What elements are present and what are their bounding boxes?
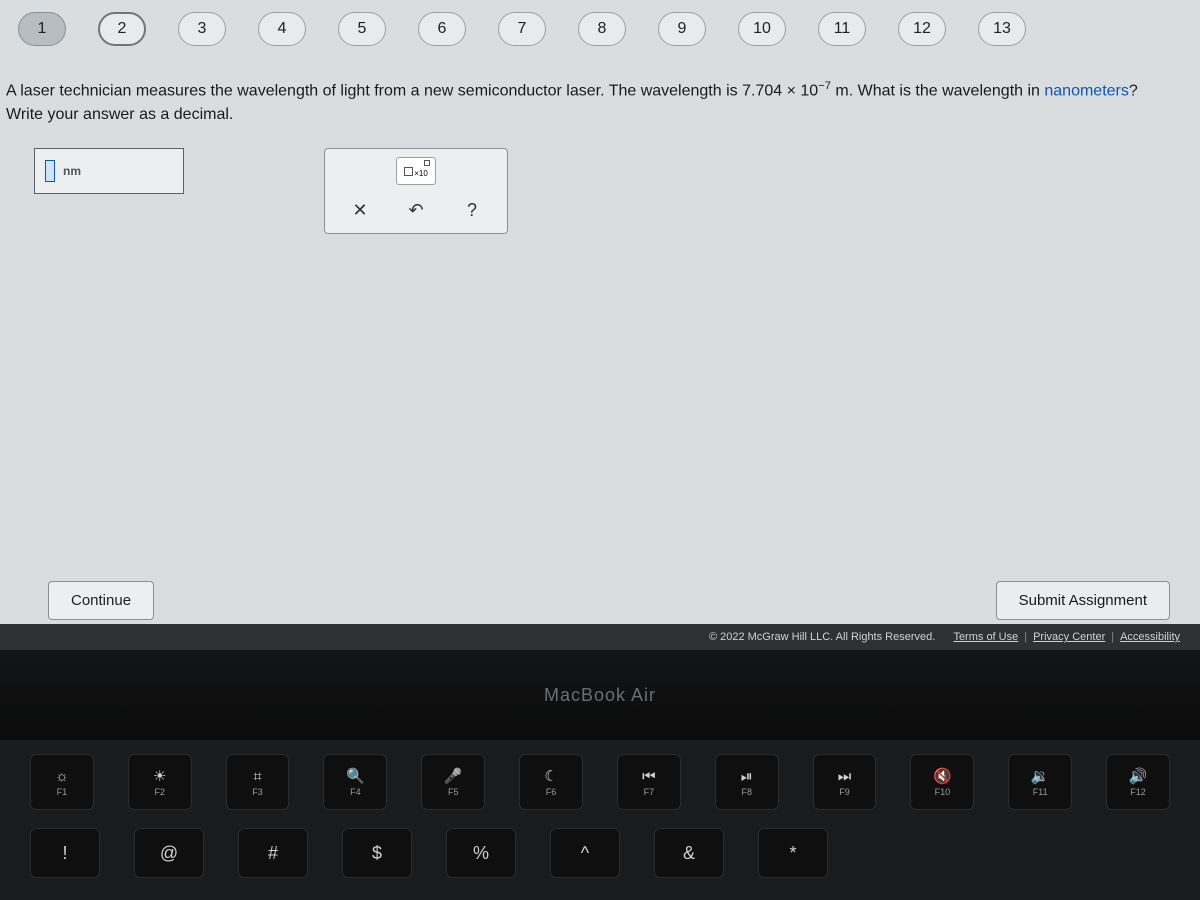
clear-button[interactable]: ✕ (343, 195, 377, 225)
page-pill-13[interactable]: 13 (978, 12, 1026, 46)
privacy-link[interactable]: Privacy Center (1033, 631, 1105, 643)
key-f5: 🎤 F5 (421, 754, 485, 810)
key-label: F5 (448, 787, 459, 797)
key-label: F3 (252, 787, 263, 797)
key-label: F7 (644, 787, 655, 797)
keyboard: ☼F1☀F2⌗F3🔍F4🎤F5☾F6⏮F7⏯F8⏭F9🔇F10🔉F11🔊F12 … (0, 740, 1200, 900)
key-f6: ☾ F6 (519, 754, 583, 810)
sci-notation-button[interactable]: ×10 (396, 157, 436, 185)
key-icon: ☀ (153, 767, 166, 785)
bottom-bar: Continue Submit Assignment (0, 581, 1200, 620)
laptop-bezel: MacBook Air (0, 650, 1200, 740)
key-symbol: ^ (550, 828, 620, 878)
question-text-a: A laser technician measures the waveleng… (6, 82, 742, 99)
page-pill-11[interactable]: 11 (818, 12, 866, 46)
continue-button[interactable]: Continue (48, 581, 154, 620)
key-icon: ⏮ (642, 768, 656, 785)
key-label: F1 (57, 787, 68, 797)
pagination-bar: 12345678910111213 (0, 0, 1200, 58)
page-pill-3[interactable]: 3 (178, 12, 226, 46)
accessibility-link[interactable]: Accessibility (1120, 631, 1180, 643)
question-line-1: A laser technician measures the waveleng… (6, 78, 1194, 103)
key-icon: 🎤 (444, 767, 463, 785)
page-pill-4[interactable]: 4 (258, 12, 306, 46)
copyright-text: © 2022 McGraw Hill LLC. All Rights Reser… (709, 631, 935, 643)
sci-label: ×10 (414, 169, 428, 178)
placeholder-box-icon (404, 167, 413, 176)
close-icon: ✕ (352, 200, 367, 221)
answer-row: nm ×10 ✕ ↶ ? (34, 148, 1194, 234)
question-mark: ? (1129, 82, 1138, 99)
key-symbol: & (654, 828, 724, 878)
input-cursor (45, 160, 55, 182)
key-label: F10 (935, 787, 951, 797)
key-f3: ⌗ F3 (226, 754, 290, 810)
key-f12: 🔊 F12 (1106, 754, 1170, 810)
key-icon: ⏯ (741, 768, 753, 785)
page-pill-5[interactable]: 5 (338, 12, 386, 46)
answer-input[interactable]: nm (34, 148, 184, 194)
key-f11: 🔉 F11 (1008, 754, 1072, 810)
key-symbol: ! (30, 828, 100, 878)
key-symbol: # (238, 828, 308, 878)
key-label: F6 (546, 787, 557, 797)
page-pill-2[interactable]: 2 (98, 12, 146, 46)
key-f10: 🔇 F10 (910, 754, 974, 810)
footer: © 2022 McGraw Hill LLC. All Rights Reser… (0, 624, 1200, 650)
key-f7: ⏮ F7 (617, 754, 681, 810)
separator: | (1111, 631, 1114, 643)
question-area: A laser technician measures the waveleng… (0, 58, 1200, 234)
answer-unit: nm (63, 164, 81, 178)
key-symbol: @ (134, 828, 204, 878)
terms-link[interactable]: Terms of Use (953, 631, 1018, 643)
key-f2: ☀ F2 (128, 754, 192, 810)
key-label: F8 (741, 787, 752, 797)
page-pill-8[interactable]: 8 (578, 12, 626, 46)
page-pill-1[interactable]: 1 (18, 12, 66, 46)
key-icon: ☾ (544, 767, 557, 785)
separator: | (1024, 631, 1027, 643)
submit-assignment-button[interactable]: Submit Assignment (996, 581, 1170, 620)
key-label: F9 (839, 787, 850, 797)
page-pill-9[interactable]: 9 (658, 12, 706, 46)
laptop-model-text: MacBook Air (544, 685, 656, 706)
key-symbol: * (758, 828, 828, 878)
key-icon: 🔇 (933, 767, 952, 785)
page-pill-7[interactable]: 7 (498, 12, 546, 46)
key-icon: 🔍 (346, 767, 365, 785)
key-f9: ⏭ F9 (813, 754, 877, 810)
page-pill-10[interactable]: 10 (738, 12, 786, 46)
key-f1: ☼ F1 (30, 754, 94, 810)
key-icon: 🔉 (1031, 767, 1050, 785)
key-label: F4 (350, 787, 361, 797)
undo-button[interactable]: ↶ (399, 195, 433, 225)
key-icon: ⌗ (253, 768, 261, 785)
number-key-row: ! @ # $% ^&* (30, 828, 1170, 878)
key-f4: 🔍 F4 (323, 754, 387, 810)
key-f8: ⏯ F8 (715, 754, 779, 810)
function-key-row: ☼ F1 ☀ F2 ⌗ F3 🔍 F4 🎤 F5 ☾ F6 ⏮ F7 ⏯ F8 ⏭ F9 🔇 F10 🔉 F11 🔊 F12 (30, 754, 1170, 810)
page-pill-12[interactable]: 12 (898, 12, 946, 46)
key-symbol: $ (342, 828, 412, 878)
wavelength-value: 7.704 × 10 (742, 82, 818, 99)
help-button[interactable]: ? (455, 195, 489, 225)
question-text-b: m. What is the wavelength in (835, 82, 1044, 99)
key-symbol: % (446, 828, 516, 878)
key-icon: ☼ (55, 768, 69, 785)
key-label: F2 (154, 787, 165, 797)
unit-word: nanometers (1044, 82, 1129, 99)
help-icon: ? (467, 200, 477, 221)
exponent-box-icon (424, 160, 430, 166)
undo-icon: ↶ (408, 200, 423, 221)
key-label: F12 (1130, 787, 1146, 797)
math-toolbox: ×10 ✕ ↶ ? (324, 148, 508, 234)
key-icon: 🔊 (1129, 767, 1148, 785)
question-line-2: Write your answer as a decimal. (6, 106, 1194, 124)
page-pill-6[interactable]: 6 (418, 12, 466, 46)
key-icon: ⏭ (838, 768, 852, 785)
wavelength-exponent: −7 (818, 80, 831, 92)
key-label: F11 (1033, 787, 1048, 797)
